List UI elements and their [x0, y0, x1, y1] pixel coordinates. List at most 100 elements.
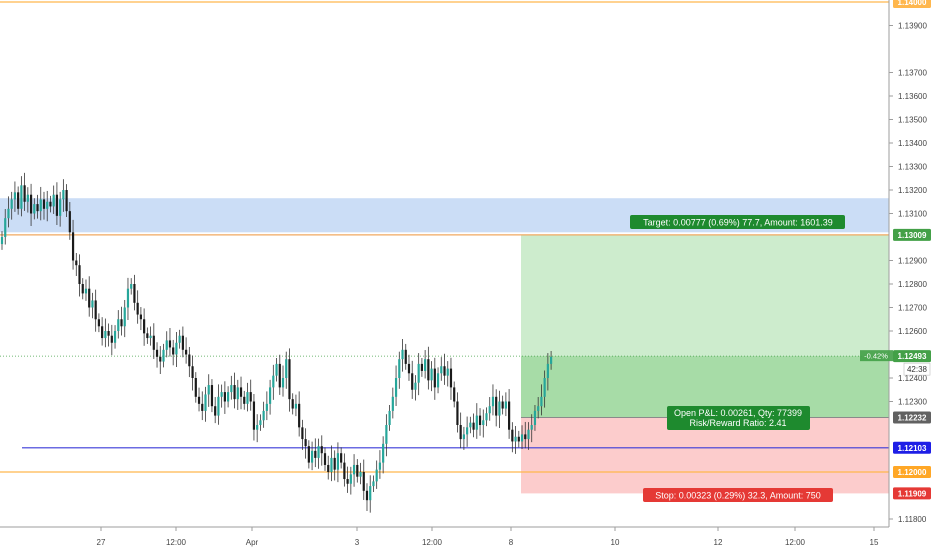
candle	[233, 372, 236, 409]
candle	[272, 364, 275, 400]
candle-down	[210, 385, 214, 407]
candle-down	[136, 302, 139, 315]
candle-up	[178, 335, 181, 343]
candle-up	[26, 194, 29, 202]
candle-down	[133, 284, 136, 303]
candle	[268, 379, 272, 415]
candle-down	[472, 422, 475, 430]
candle-up	[294, 403, 298, 409]
price-badge-label: 1.14000	[898, 0, 927, 7]
candle-up	[104, 331, 107, 339]
candle	[4, 209, 7, 245]
change-badge	[860, 350, 893, 362]
price-badge-label: 1.12000	[898, 468, 927, 477]
candle	[446, 361, 449, 387]
candle	[139, 307, 142, 331]
candle	[352, 454, 356, 487]
price-tick-label: 1.12900	[898, 257, 927, 266]
candle-up	[236, 387, 239, 400]
candle	[52, 185, 55, 214]
candle	[491, 384, 495, 416]
candle	[217, 384, 220, 425]
candle	[75, 252, 78, 277]
candle	[146, 327, 149, 344]
candle	[71, 219, 75, 270]
candle	[13, 181, 17, 212]
candle-up	[7, 208, 10, 219]
position-loss-zone[interactable]	[521, 417, 889, 494]
candle-down	[36, 204, 39, 212]
candle	[23, 172, 26, 211]
candle	[59, 191, 62, 227]
candle	[185, 337, 188, 364]
candle-down	[433, 368, 436, 388]
price-badge-label: 1.13009	[898, 231, 927, 240]
candle	[136, 290, 139, 324]
candle	[291, 393, 294, 415]
candle	[39, 186, 42, 221]
candle-up	[540, 396, 543, 407]
candle	[372, 475, 375, 492]
candle	[385, 414, 388, 457]
candle	[168, 327, 172, 357]
candle-up	[369, 486, 372, 501]
price-badge	[893, 487, 931, 500]
candle	[178, 329, 181, 349]
candle	[453, 381, 456, 408]
candle	[504, 392, 507, 417]
price-badge	[893, 466, 931, 478]
candle-down	[185, 349, 188, 355]
price-tick-label: 1.12300	[898, 398, 927, 407]
candle	[194, 372, 197, 403]
candle-up	[514, 436, 517, 442]
candle	[336, 442, 340, 483]
candle-down	[333, 457, 336, 470]
candle	[537, 397, 540, 419]
candle-down	[243, 396, 246, 404]
candle	[540, 384, 543, 416]
candle	[36, 194, 39, 219]
candle	[188, 346, 191, 378]
candle-up	[436, 373, 440, 388]
candle	[469, 416, 472, 434]
candle-up	[359, 472, 362, 477]
candle-down	[49, 201, 52, 207]
candle	[62, 179, 65, 212]
candle-down	[495, 396, 498, 416]
candle	[443, 353, 446, 385]
candle	[485, 407, 488, 427]
candle	[394, 365, 398, 406]
candle	[340, 447, 343, 469]
target-label: Target: 0.00777 (0.69%) 77.7, Amount: 16…	[643, 218, 833, 228]
candle-down	[239, 387, 243, 397]
candle-up	[256, 425, 259, 430]
candle	[181, 326, 184, 358]
candle	[120, 306, 123, 336]
candle-up	[430, 368, 433, 381]
candle-down	[88, 288, 91, 308]
candle	[149, 326, 152, 346]
candle	[259, 414, 262, 431]
candle-up	[204, 394, 207, 411]
candle	[68, 201, 71, 240]
candle	[155, 342, 159, 368]
candle-down	[362, 472, 365, 491]
candle-up	[446, 368, 449, 376]
candle-up	[165, 340, 168, 350]
candle-down	[524, 434, 527, 440]
candle-up	[485, 413, 488, 421]
candle	[133, 274, 136, 311]
candle-down	[291, 399, 294, 409]
candle-up	[330, 457, 333, 472]
candle	[307, 440, 310, 469]
candle-down	[81, 284, 84, 294]
candle-up	[488, 406, 491, 414]
candle-up	[175, 342, 178, 355]
candle-down	[511, 429, 514, 442]
candle	[440, 357, 443, 381]
candle	[236, 379, 239, 410]
candle-down	[304, 439, 307, 447]
price-tick-label: 1.12400	[898, 374, 927, 383]
